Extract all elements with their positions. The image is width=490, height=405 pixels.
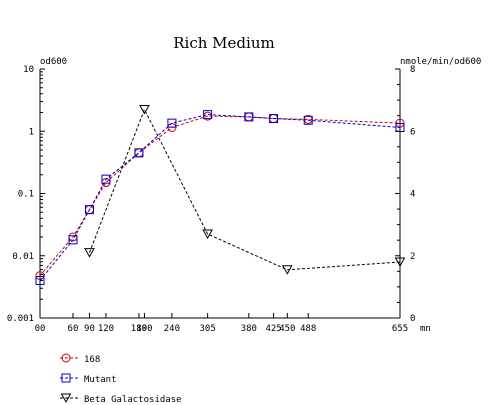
data-point-square [61,373,71,383]
legend-label: Mutant [84,375,117,385]
data-point-triangle [394,257,406,267]
legend-label: 168 [84,355,100,365]
legend-label: Beta Galactosidase [84,395,182,405]
left-tick-label: 0.01 [12,252,34,262]
chart-marks [35,104,406,286]
data-point-square [269,114,279,124]
data-point-square [35,276,45,286]
series-line [39,115,401,276]
legend: 168 Mutant Beta Galactosidase [60,353,182,405]
data-point-square [101,174,111,184]
x-tick-label: 655 [392,324,408,334]
x-tick-label: 00 [35,324,46,334]
data-point-square [244,112,254,122]
series-triangle-down [84,104,406,275]
x-tick-label: 60 [68,324,79,334]
data-point-circle [61,353,71,363]
x-tick-label: 380 [241,324,257,334]
data-point-square [134,148,144,158]
left-axis-label: od600 [40,57,67,67]
chart-title: Rich Medium [173,34,274,52]
data-point-triangle [281,265,293,275]
x-tick-label: 488 [300,324,316,334]
data-point-triangle [60,393,72,404]
data-point-square [203,110,213,120]
series-line [39,114,401,281]
x-tick-label: 450 [279,324,295,334]
x-tick-label: 190 [136,324,152,334]
data-point-triangle [139,104,150,115]
x-tick-label: 240 [164,324,180,334]
right-axis-label: nmole/min/od600 [400,57,481,67]
right-tick-label: 2 [410,252,415,262]
series-square [35,110,405,286]
data-point-square [303,115,313,125]
right-tick-label: 6 [410,127,415,137]
data-point-square [395,122,405,132]
right-tick-label: 8 [410,65,415,75]
data-point-square [84,205,94,215]
data-point-square [68,235,78,245]
series-line [89,108,401,271]
left-tick-label: 10 [23,65,34,75]
right-tick-label: 4 [410,190,415,200]
x-tick-label: 305 [200,324,216,334]
x-tick-label: 425 [265,324,281,334]
right-tick-label: 0 [410,314,415,324]
data-point-triangle [84,248,95,258]
data-point-square [167,118,177,128]
left-tick-label: 1 [29,127,34,137]
left-tick-label: 0.001 [7,314,34,324]
x-tick-label: 180 [131,324,147,334]
data-point-triangle [202,229,213,239]
left-tick-label: 0.1 [18,190,34,200]
x-axis-label: mn [420,324,431,334]
x-tick-label: 120 [98,324,114,334]
x-tick-label: 90 [84,324,95,334]
